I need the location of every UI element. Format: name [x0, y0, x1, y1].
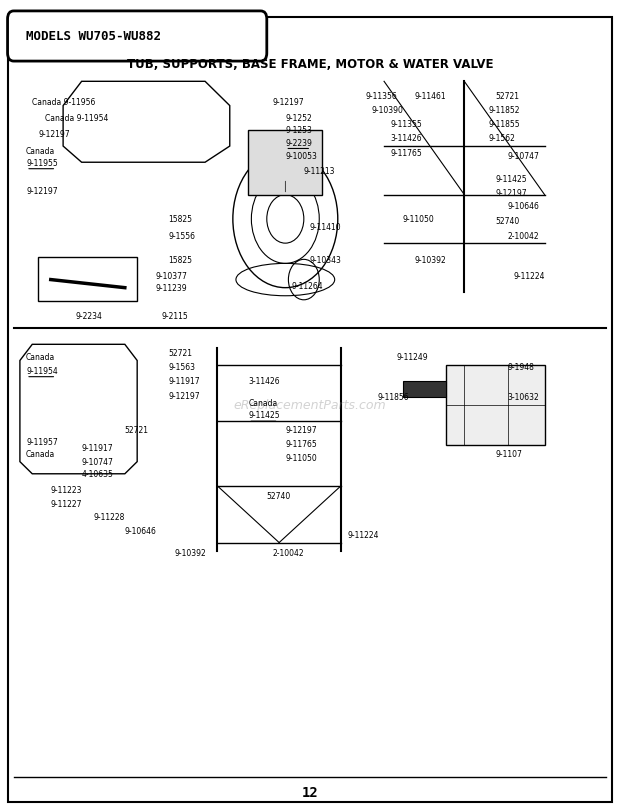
Text: 9-10747: 9-10747 — [508, 152, 539, 161]
Text: 9-11050: 9-11050 — [402, 215, 435, 224]
Text: 9-1107: 9-1107 — [495, 449, 522, 458]
Text: 9-11855: 9-11855 — [489, 120, 521, 129]
Text: MODELS WU705-WU882: MODELS WU705-WU882 — [26, 31, 161, 44]
Polygon shape — [402, 381, 446, 397]
Text: Canada 9-11954: Canada 9-11954 — [45, 114, 108, 123]
Text: 9-10377: 9-10377 — [156, 272, 188, 281]
Text: 3-10632: 3-10632 — [508, 393, 539, 402]
Text: 9-12197: 9-12197 — [168, 391, 200, 401]
Text: 2-10042: 2-10042 — [508, 231, 539, 240]
Text: 9-11227: 9-11227 — [51, 500, 82, 508]
Text: 9-11765: 9-11765 — [390, 149, 422, 158]
Text: 15825: 15825 — [168, 255, 192, 264]
Text: 2-10042: 2-10042 — [273, 548, 304, 557]
Text: 9-11264: 9-11264 — [291, 281, 323, 290]
Text: 4-10635: 4-10635 — [82, 470, 113, 478]
Text: 9-2239: 9-2239 — [285, 139, 312, 148]
FancyBboxPatch shape — [7, 12, 267, 62]
Text: 9-10747: 9-10747 — [82, 457, 113, 466]
Text: 9-11050: 9-11050 — [285, 453, 317, 462]
Text: 9-11917: 9-11917 — [82, 443, 113, 452]
Text: Canada 9-11956: Canada 9-11956 — [32, 98, 95, 107]
Text: 9-1563: 9-1563 — [168, 363, 195, 371]
Text: 9-10390: 9-10390 — [372, 106, 404, 115]
Text: 9-12197: 9-12197 — [495, 188, 527, 197]
Text: 9-10392: 9-10392 — [174, 548, 206, 557]
Text: 9-11917: 9-11917 — [168, 377, 200, 386]
Text: 9-11461: 9-11461 — [415, 92, 446, 101]
Text: 9-1253: 9-1253 — [285, 127, 312, 135]
Text: 9-11425: 9-11425 — [248, 410, 280, 420]
Text: 9-11852: 9-11852 — [489, 106, 521, 115]
Text: 9-11425: 9-11425 — [495, 174, 527, 183]
Text: 9-11224: 9-11224 — [514, 272, 545, 281]
Text: 9-10646: 9-10646 — [508, 202, 539, 211]
Text: 52740: 52740 — [495, 217, 520, 225]
Text: TUB, SUPPORTS, BASE FRAME, MOTOR & WATER VALVE: TUB, SUPPORTS, BASE FRAME, MOTOR & WATER… — [126, 58, 494, 71]
Text: 9-11249: 9-11249 — [396, 353, 428, 362]
Text: 9-11954: 9-11954 — [26, 367, 58, 375]
Text: 9-2234: 9-2234 — [76, 312, 102, 321]
Text: 9-11213: 9-11213 — [304, 166, 335, 176]
Text: 9-11356: 9-11356 — [366, 92, 397, 101]
Text: Canada: Canada — [26, 449, 55, 458]
Text: 9-10392: 9-10392 — [415, 255, 446, 264]
Text: 9-11955: 9-11955 — [26, 158, 58, 168]
Text: 9-11355: 9-11355 — [390, 120, 422, 129]
Text: 9-1556: 9-1556 — [168, 231, 195, 240]
Text: 9-10646: 9-10646 — [125, 526, 157, 535]
Text: 52721: 52721 — [495, 92, 519, 101]
Text: 9-11223: 9-11223 — [51, 486, 82, 495]
Text: 15825: 15825 — [168, 215, 192, 224]
Text: 9-11856: 9-11856 — [378, 393, 410, 402]
FancyBboxPatch shape — [446, 365, 544, 446]
Text: 52721: 52721 — [168, 349, 192, 358]
Text: 9-1562: 9-1562 — [489, 135, 516, 144]
Text: 9-11410: 9-11410 — [310, 223, 342, 232]
Text: Canada: Canada — [26, 353, 55, 362]
Bar — [38, 258, 137, 302]
Text: 52721: 52721 — [125, 425, 149, 434]
Text: 9-2115: 9-2115 — [162, 312, 188, 321]
FancyBboxPatch shape — [7, 18, 613, 801]
Text: 9-11765: 9-11765 — [285, 440, 317, 448]
Text: 9-11224: 9-11224 — [347, 530, 379, 539]
Text: 12: 12 — [301, 785, 319, 799]
Text: 9-1252: 9-1252 — [285, 114, 312, 123]
Text: eReplacementParts.com: eReplacementParts.com — [234, 399, 386, 412]
Text: 9-12197: 9-12197 — [273, 98, 304, 107]
Text: 9-10343: 9-10343 — [310, 255, 342, 264]
Text: 9-12197: 9-12197 — [26, 187, 58, 195]
Text: 52740: 52740 — [267, 491, 291, 500]
Text: 9-12197: 9-12197 — [285, 425, 317, 434]
Text: 9-11228: 9-11228 — [94, 513, 125, 521]
FancyBboxPatch shape — [248, 131, 322, 195]
Text: Canada: Canada — [248, 398, 278, 408]
Text: 9-1948: 9-1948 — [508, 363, 534, 371]
Text: 9-12197: 9-12197 — [38, 131, 70, 139]
Text: 9-11239: 9-11239 — [156, 284, 187, 293]
Text: 9-10053: 9-10053 — [285, 152, 317, 161]
Text: 9-11957: 9-11957 — [26, 437, 58, 446]
Text: 3-11426: 3-11426 — [390, 135, 422, 144]
Text: Canada: Canada — [26, 147, 55, 156]
Text: 3-11426: 3-11426 — [248, 377, 280, 386]
